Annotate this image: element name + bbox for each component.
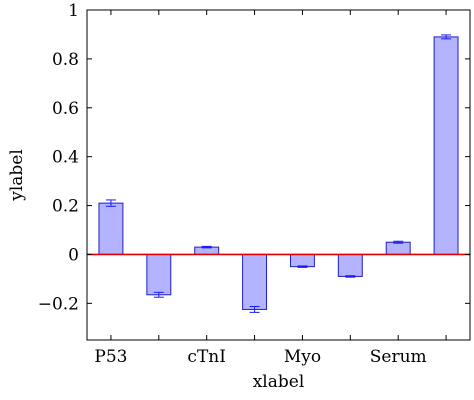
plot-frame (86, 9, 471, 341)
bar (385, 241, 411, 255)
y-tick-label: 1 (68, 1, 79, 21)
x-tick-label: Serum (370, 347, 427, 367)
bar (337, 253, 363, 277)
bar (146, 253, 172, 296)
x-tick-label: Myo (284, 347, 321, 367)
y-tick-label: 0.4 (52, 148, 79, 168)
bar (242, 253, 268, 310)
y-tick-label: 0.2 (52, 197, 79, 217)
y-tick-label: 0 (68, 245, 79, 265)
y-tick-label: 0.6 (52, 99, 79, 119)
bar (98, 202, 124, 255)
y-axis-label: ylabel (7, 149, 27, 202)
y-tick-label: 0.8 (52, 50, 79, 70)
x-axis-label: xlabel (253, 372, 305, 392)
bar (433, 36, 459, 255)
plot-area: −0.2 0 0.2 0.4 0.6 0.8 1 P53 cTnI Myo Serum (38, 1, 471, 367)
y-tick-label: −0.2 (38, 294, 79, 314)
x-tick-label: cTnI (187, 347, 226, 367)
bar (289, 253, 315, 268)
x-tick-label: P53 (94, 347, 127, 367)
